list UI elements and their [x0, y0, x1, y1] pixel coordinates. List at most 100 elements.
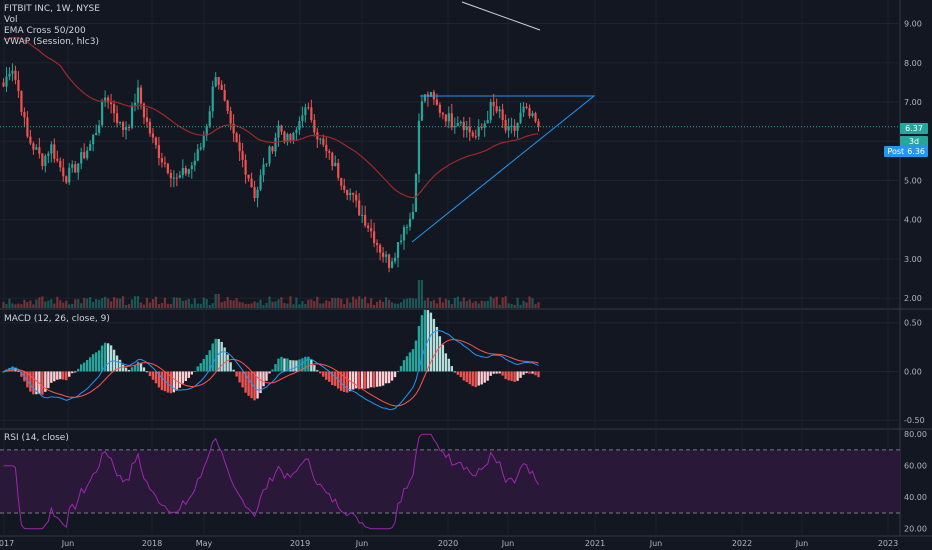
symbol-title: FITBIT INC, 1W, NYSE	[4, 4, 100, 14]
macd-histogram-bar	[492, 371, 495, 374]
candle-body	[483, 123, 486, 128]
macd-histogram-bar	[157, 371, 161, 388]
volume-bar	[154, 296, 158, 308]
candle-body	[83, 152, 86, 159]
volume-bar	[316, 296, 319, 308]
macd-histogram-bar	[94, 352, 98, 372]
indicator-vwap[interactable]: VWAP (Session, hlc3)	[4, 37, 99, 47]
candle-body	[2, 82, 5, 87]
macd-histogram-bar	[71, 371, 74, 374]
volume-bar	[23, 299, 26, 308]
indicator-vol[interactable]: Vol	[4, 15, 18, 25]
macd-legend[interactable]: MACD (12, 26, close, 9)	[4, 314, 110, 324]
volume-bar	[340, 298, 343, 308]
macd-histogram-bar	[531, 371, 534, 374]
volume-bar	[498, 304, 501, 308]
symbol-legend[interactable]: FITBIT INC, 1W, NYSE Vol EMA Cross 50/20…	[4, 4, 100, 48]
volume-bar	[226, 296, 229, 308]
volume-bar	[313, 301, 316, 308]
volume-bar	[471, 302, 474, 308]
macd-histogram-bar	[319, 371, 322, 374]
candle-body	[429, 92, 432, 97]
macd-histogram-bar	[163, 371, 167, 392]
candle-body	[244, 159, 247, 175]
macd-histogram-bar	[47, 371, 50, 389]
volume-bar	[2, 301, 5, 308]
macd-histogram-bar	[280, 356, 283, 372]
volume-bar	[352, 296, 355, 308]
volume-bar	[325, 300, 328, 308]
macd-histogram-bar	[244, 371, 247, 393]
candle-body	[166, 163, 169, 174]
volume-bar	[411, 298, 415, 308]
macd-histogram-bar	[307, 356, 310, 372]
macd-histogram-bar	[504, 371, 507, 380]
macd-histogram-bar	[256, 371, 259, 399]
candle-body	[65, 176, 68, 183]
volume-bar	[534, 304, 537, 308]
volume-bar	[121, 296, 125, 308]
volume-bar	[286, 303, 289, 308]
volume-bar	[110, 301, 113, 308]
candle-body	[390, 261, 394, 268]
candle-body	[313, 120, 316, 133]
macd-histogram-bar	[471, 371, 474, 387]
candle-body	[41, 153, 44, 166]
macd-histogram-bar	[289, 360, 292, 372]
macd-histogram-bar	[127, 369, 131, 372]
macd-histogram-bar	[20, 371, 23, 377]
volume-bar	[47, 300, 50, 308]
rsi-tick-label: 20.00	[904, 525, 927, 534]
candle-body	[265, 163, 268, 165]
candle-body	[229, 111, 232, 124]
volume-bar	[510, 303, 513, 308]
volume-bar	[259, 299, 262, 308]
volume-bar	[118, 298, 122, 308]
macd-histogram-bar	[399, 366, 403, 372]
volume-bar	[265, 302, 268, 308]
macd-histogram-bar	[160, 371, 164, 391]
candle-body	[498, 109, 501, 112]
macd-histogram-bar	[53, 371, 56, 382]
rsi-pane	[0, 433, 900, 530]
volume-bar	[80, 303, 83, 308]
indicator-ema-cross[interactable]: EMA Cross 50/200	[4, 26, 86, 36]
candle-body	[361, 214, 364, 216]
last-price-tag: 6.37	[900, 123, 928, 134]
candle-body	[62, 167, 65, 177]
candle-body	[151, 133, 155, 138]
candle-body	[133, 102, 137, 106]
candle-body	[241, 151, 244, 160]
price-candles	[2, 63, 540, 273]
price-tick-label: 7.00	[904, 98, 922, 107]
macd-histogram-bar	[172, 371, 176, 393]
time-tick-label: Jun	[649, 539, 663, 548]
volume-bar	[280, 297, 283, 308]
volume-bar	[537, 302, 540, 308]
volume-bar	[522, 300, 525, 308]
macd-histogram-bar	[378, 371, 382, 387]
ema-200-line	[461, 1, 541, 31]
volume-bar	[358, 296, 361, 308]
macd-histogram-bar	[295, 360, 298, 372]
macd-histogram-bar	[253, 371, 256, 401]
macd-histogram-bar	[363, 371, 367, 389]
candle-body	[130, 105, 134, 128]
volume-bar	[172, 297, 175, 308]
macd-tick-label: 0.00	[904, 367, 922, 376]
volume-bar	[328, 301, 331, 308]
time-tick-label: May	[196, 539, 213, 548]
volume-bar	[77, 299, 80, 308]
macd-histogram-bar	[408, 352, 412, 372]
candle-body	[462, 121, 465, 131]
volume-bar	[367, 303, 370, 308]
candle-body	[196, 149, 199, 161]
candle-body	[340, 177, 343, 186]
macd-histogram-bar	[423, 309, 427, 372]
macd-histogram-bar	[109, 345, 113, 372]
volume-bar	[220, 302, 223, 308]
macd-histogram-bar	[495, 371, 498, 374]
volume-bar	[438, 297, 441, 308]
rsi-legend[interactable]: RSI (14, close)	[4, 433, 69, 443]
